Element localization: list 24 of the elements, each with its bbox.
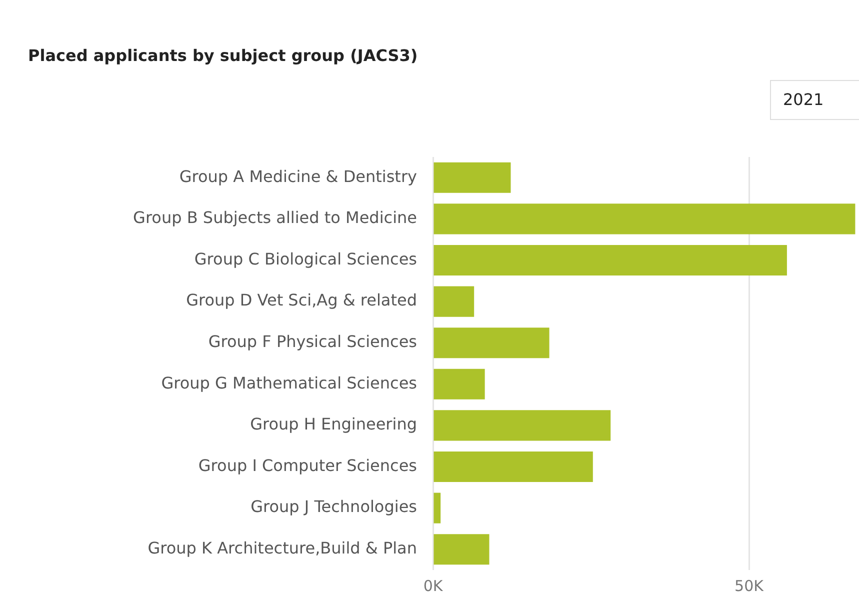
bar <box>434 328 550 358</box>
y-tick-label: Group G Mathematical Sciences <box>161 373 417 392</box>
y-tick-label: Group F Physical Sciences <box>208 332 417 352</box>
bar <box>434 492 441 524</box>
y-tick-label: Group A Medicine & Dentistry <box>179 166 417 186</box>
bar <box>434 162 511 193</box>
y-tick-label: Group J Technologies <box>250 497 417 516</box>
bar <box>434 410 611 441</box>
y-tick-label: Group H Engineering <box>250 414 417 434</box>
y-tick-label: Group I Computer Sciences <box>198 456 417 475</box>
text: 2021 <box>770 80 859 120</box>
bar <box>434 244 787 276</box>
bar <box>434 451 593 482</box>
bar <box>434 286 474 317</box>
y-tick-label: Group B Subjects allied to Medicine <box>133 208 417 228</box>
bar <box>434 368 485 400</box>
y-tick-label: Group C Biological Sciences <box>194 249 417 268</box>
x-tick-label: 0K <box>423 576 444 595</box>
y-tick-label: Group D Vet Sci,Ag & related <box>186 290 417 310</box>
x-tick-label: 50K <box>734 576 765 595</box>
text: Placed applicants by subject group (JACS3) <box>28 46 418 65</box>
bar <box>434 534 490 565</box>
y-tick-label: Group K Architecture,Build & Plan <box>148 538 417 558</box>
bar <box>434 204 856 234</box>
